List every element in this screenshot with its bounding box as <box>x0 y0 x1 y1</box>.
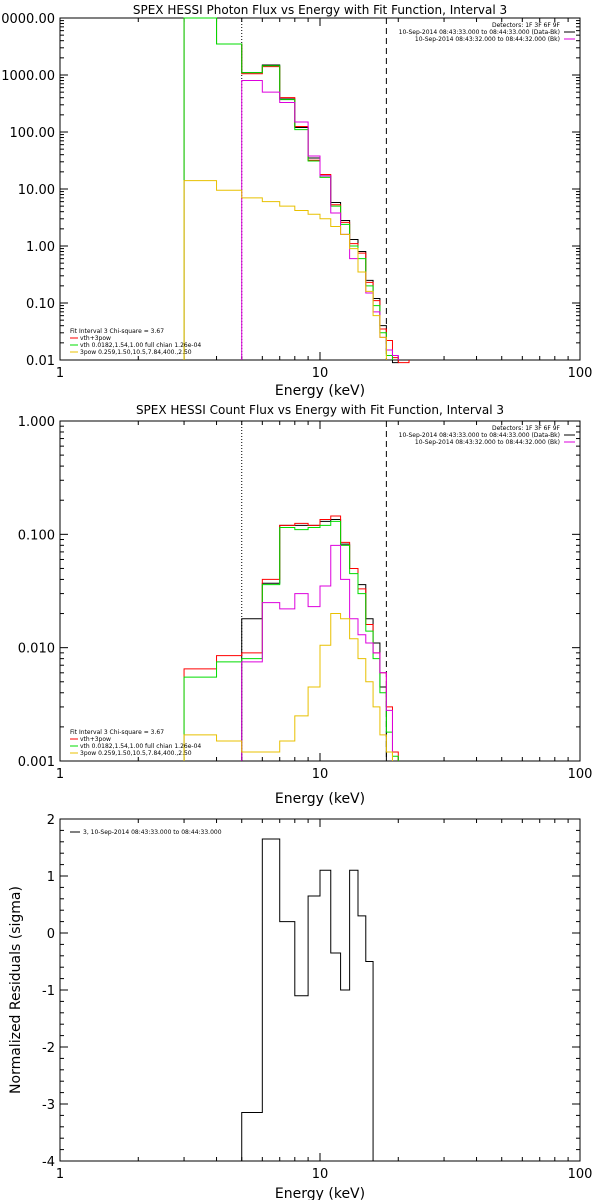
photon-flux-legend-text: 10-Sep-2014 08:43:32.000 to 08:44:32.000… <box>415 36 560 43</box>
residuals-legend-text: 3, 10-Sep-2014 08:43:33.000 to 08:44:33.… <box>83 829 222 836</box>
residuals-series-0-step-line <box>241 838 374 1161</box>
residuals-x-tick-label: 1 <box>56 1167 64 1182</box>
photon-flux-x-tick-label: 100 <box>568 366 593 381</box>
count-flux-series-4-step-line <box>183 613 393 761</box>
photon-flux-fit-legend-text: 3pow 0.259,1.50,10.5,7.84,400.,2.50 <box>80 349 192 356</box>
count-flux-title: SPEX HESSI Count Flux vs Energy with Fit… <box>136 403 504 417</box>
count-flux-series-3-step-line <box>241 544 393 761</box>
residuals-y-tick-label: 1 <box>47 870 55 885</box>
residuals-panel: Energy (keV) Normalized Residuals (sigma… <box>8 818 581 1200</box>
count-flux-series-0-step-line <box>241 519 387 761</box>
photon-flux-series-2-step-line <box>183 17 393 360</box>
residuals-y-tick-label: 2 <box>47 813 55 828</box>
photon-flux-legend-text: Detectors: 1F 3F 6F 9F <box>492 22 561 29</box>
photon-flux-y-tick-label: 0000.00 <box>1 12 55 27</box>
residuals-y-tick-label: -2 <box>42 1041 55 1056</box>
count-flux-y-tick-label: 1.000 <box>18 415 55 430</box>
photon-flux-x-tick-label: 1 <box>56 366 64 381</box>
residuals-y-tick-label: -3 <box>42 1098 55 1113</box>
count-flux-x-tick-label: 100 <box>568 767 593 782</box>
residuals-x-tick-label: 10 <box>312 1167 329 1182</box>
photon-flux-title: SPEX HESSI Photon Flux vs Energy with Fi… <box>133 3 507 17</box>
count-flux-xlabel: Energy (keV) <box>275 791 365 807</box>
photon-flux-fit-legend-text: Fit Interval 3 Chi-square = 3.67 <box>70 328 164 335</box>
photon-flux-y-tick-label: 1000.00 <box>1 69 55 84</box>
count-flux-x-tick-label: 10 <box>312 767 329 782</box>
count-flux-legend-text: 10-Sep-2014 08:43:33.000 to 08:44:33.000… <box>399 432 560 439</box>
residuals-y-tick-label: -1 <box>42 984 55 999</box>
count-flux-fit-legend-text: 3pow 0.259,1.50,10.5,7.84,400.,2.50 <box>80 750 192 757</box>
photon-flux-y-tick-label: 0.10 <box>26 297 55 312</box>
count-flux-x-tick-label: 1 <box>56 767 64 782</box>
residuals-y-tick-label: -4 <box>42 1155 55 1170</box>
photon-flux-y-tick-label: 100.00 <box>10 126 56 141</box>
count-flux-series-2-step-line <box>183 520 399 761</box>
photon-flux-series-3-step-line <box>241 80 399 360</box>
photon-flux-plot-frame <box>59 17 581 361</box>
photon-flux-series-4-step-line <box>183 180 387 360</box>
count-flux-fit-legend-text: vth+3pow <box>80 736 111 743</box>
count-flux-y-tick-label: 0.010 <box>18 642 55 657</box>
residuals-xlabel: Energy (keV) <box>275 1186 365 1200</box>
count-flux-fit-legend-text: Fit Interval 3 Chi-square = 3.67 <box>70 729 164 736</box>
residuals-y-tick-label: 0 <box>47 927 55 942</box>
photon-flux-y-tick-label: 1.00 <box>26 240 55 255</box>
count-flux-legend-text: Detectors: 1F 3F 6F 9F <box>492 425 561 432</box>
photon-flux-xlabel: Energy (keV) <box>275 383 365 399</box>
photon-flux-legend-text: 10-Sep-2014 08:43:33.000 to 08:44:33.000… <box>399 29 560 36</box>
count-flux-legend-text: 10-Sep-2014 08:43:32.000 to 08:44:32.000… <box>415 439 560 446</box>
count-flux-y-tick-label: 0.100 <box>18 528 55 543</box>
photon-flux-fit-legend-text: vth+3pow <box>80 335 111 342</box>
count-flux-fit-legend-text: vth 0.0182,1.54,1.00 full chian 1.26e-04 <box>80 743 201 750</box>
residuals-x-tick-label: 100 <box>568 1167 593 1182</box>
photon-flux-y-tick-label: 10.00 <box>18 183 55 198</box>
photon-flux-panel: SPEX HESSI Photon Flux vs Energy with Fi… <box>59 3 581 399</box>
photon-flux-x-tick-label: 10 <box>312 366 329 381</box>
residuals-ylabel: Normalized Residuals (sigma) <box>8 886 24 1094</box>
photon-flux-y-tick-label: 0.01 <box>26 354 55 369</box>
photon-flux-fit-legend-text: vth 0.0182,1.54,1.00 full chian 1.26e-04 <box>80 342 201 349</box>
count-flux-y-tick-label: 0.001 <box>18 755 55 770</box>
